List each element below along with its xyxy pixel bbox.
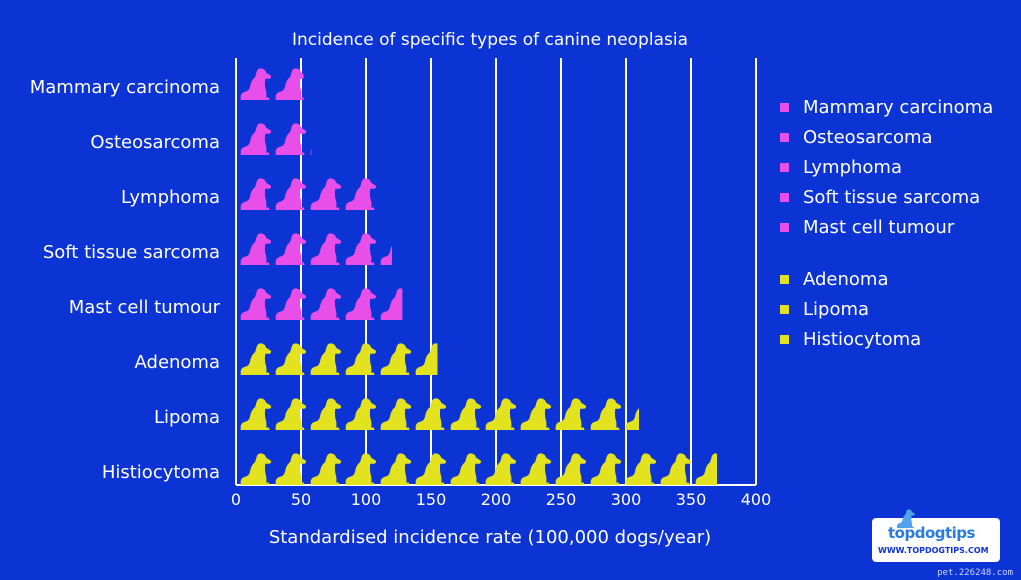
bar <box>240 233 392 265</box>
legend-label: Adenoma <box>803 269 888 290</box>
category-label: Adenoma <box>135 352 220 373</box>
dog-unit <box>345 178 377 210</box>
x-tick-label: 200 <box>481 490 512 509</box>
dog-unit <box>240 233 272 265</box>
category-labels: Mammary carcinoma Osteosarcoma Lymphoma Sof… <box>30 77 221 483</box>
legend-swatch <box>780 223 789 232</box>
x-tick-label: 300 <box>611 490 642 509</box>
x-tick-label: 100 <box>351 490 382 509</box>
x-tick-label: 400 <box>741 490 772 509</box>
category-label: Soft tissue sarcoma <box>43 242 220 263</box>
dog-unit <box>310 233 342 265</box>
category-label: Lipoma <box>154 407 220 428</box>
dog-unit <box>520 398 552 430</box>
legend-swatch <box>780 103 789 112</box>
category-label: Osteosarcoma <box>90 132 220 153</box>
dog-unit <box>240 398 272 430</box>
logo-dog-icon <box>897 509 915 528</box>
chart-title: Incidence of specific types of canine ne… <box>292 30 688 50</box>
bar <box>240 398 639 430</box>
dog-unit <box>590 398 622 430</box>
dog-unit <box>380 398 412 430</box>
x-tick-label: 50 <box>291 490 311 509</box>
bar <box>240 68 304 100</box>
x-axis-label: Standardised incidence rate (100,000 dog… <box>269 527 711 548</box>
dog-unit <box>345 288 377 320</box>
dog-unit <box>345 233 377 265</box>
bar <box>240 178 411 210</box>
dog-unit <box>625 398 639 430</box>
dog-unit <box>485 398 517 430</box>
bar <box>240 288 403 320</box>
dog-unit <box>310 178 342 210</box>
dog-unit <box>310 398 342 430</box>
dog-unit <box>380 343 412 375</box>
bars <box>240 68 717 485</box>
dog-unit <box>345 453 377 485</box>
dog-unit <box>310 453 342 485</box>
dog-unit <box>695 453 717 485</box>
legend-label: Mammary carcinoma <box>803 97 993 118</box>
legend-label: Histiocytoma <box>803 329 921 350</box>
category-label: Mammary carcinoma <box>30 77 220 98</box>
x-tick-label: 0 <box>231 490 241 509</box>
legend-swatch <box>780 335 789 344</box>
dog-unit <box>381 178 411 210</box>
legend-swatch <box>780 305 789 314</box>
logo-url: WWW.TOPDOGTIPS.COM <box>878 546 989 555</box>
x-tick-label: 150 <box>416 490 447 509</box>
legend-label: Soft tissue sarcoma <box>803 187 980 208</box>
dog-unit <box>310 343 342 375</box>
dog-unit <box>485 453 517 485</box>
dog-unit <box>380 288 403 320</box>
dog-unit <box>240 343 272 375</box>
dog-unit <box>450 453 482 485</box>
logo-name: topdogtips <box>888 524 975 542</box>
bar <box>240 343 438 375</box>
x-tick-label: 350 <box>676 490 707 509</box>
dog-unit <box>240 123 272 155</box>
legend-label: Osteosarcoma <box>803 127 933 148</box>
category-label: Mast cell tumour <box>69 297 221 318</box>
dog-unit <box>660 453 692 485</box>
bar <box>240 453 717 485</box>
dog-unit <box>450 398 482 430</box>
topdogtips-logo[interactable]: topdogtips WWW.TOPDOGTIPS.COM <box>872 509 1000 562</box>
dog-unit <box>345 398 377 430</box>
dog-unit <box>345 343 377 375</box>
dog-unit <box>625 453 657 485</box>
dog-unit <box>380 453 412 485</box>
category-label: Histiocytoma <box>102 462 220 483</box>
legend: Mammary carcinoma Osteosarcoma Lymphoma Sof… <box>780 97 993 350</box>
dog-unit <box>380 233 392 265</box>
legend-swatch <box>780 133 789 142</box>
dog-unit <box>240 453 272 485</box>
watermark: pet.226248.com <box>937 568 1013 578</box>
dog-unit <box>310 123 312 155</box>
legend-swatch <box>780 275 789 284</box>
x-tick-label: 250 <box>546 490 577 509</box>
category-label: Lymphoma <box>121 187 220 208</box>
legend-label: Lipoma <box>803 299 869 320</box>
dog-unit <box>240 68 272 100</box>
dog-unit <box>240 178 272 210</box>
dog-unit <box>520 453 552 485</box>
legend-swatch <box>780 163 789 172</box>
x-tick-labels: 0 50 100 150 200 250 300 350 400 <box>231 490 771 509</box>
legend-label: Mast cell tumour <box>803 217 955 238</box>
legend-label: Lymphoma <box>803 157 902 178</box>
bar <box>240 123 312 155</box>
legend-swatch <box>780 193 789 202</box>
dog-unit <box>590 453 622 485</box>
dog-unit <box>310 288 342 320</box>
dog-unit <box>240 288 272 320</box>
